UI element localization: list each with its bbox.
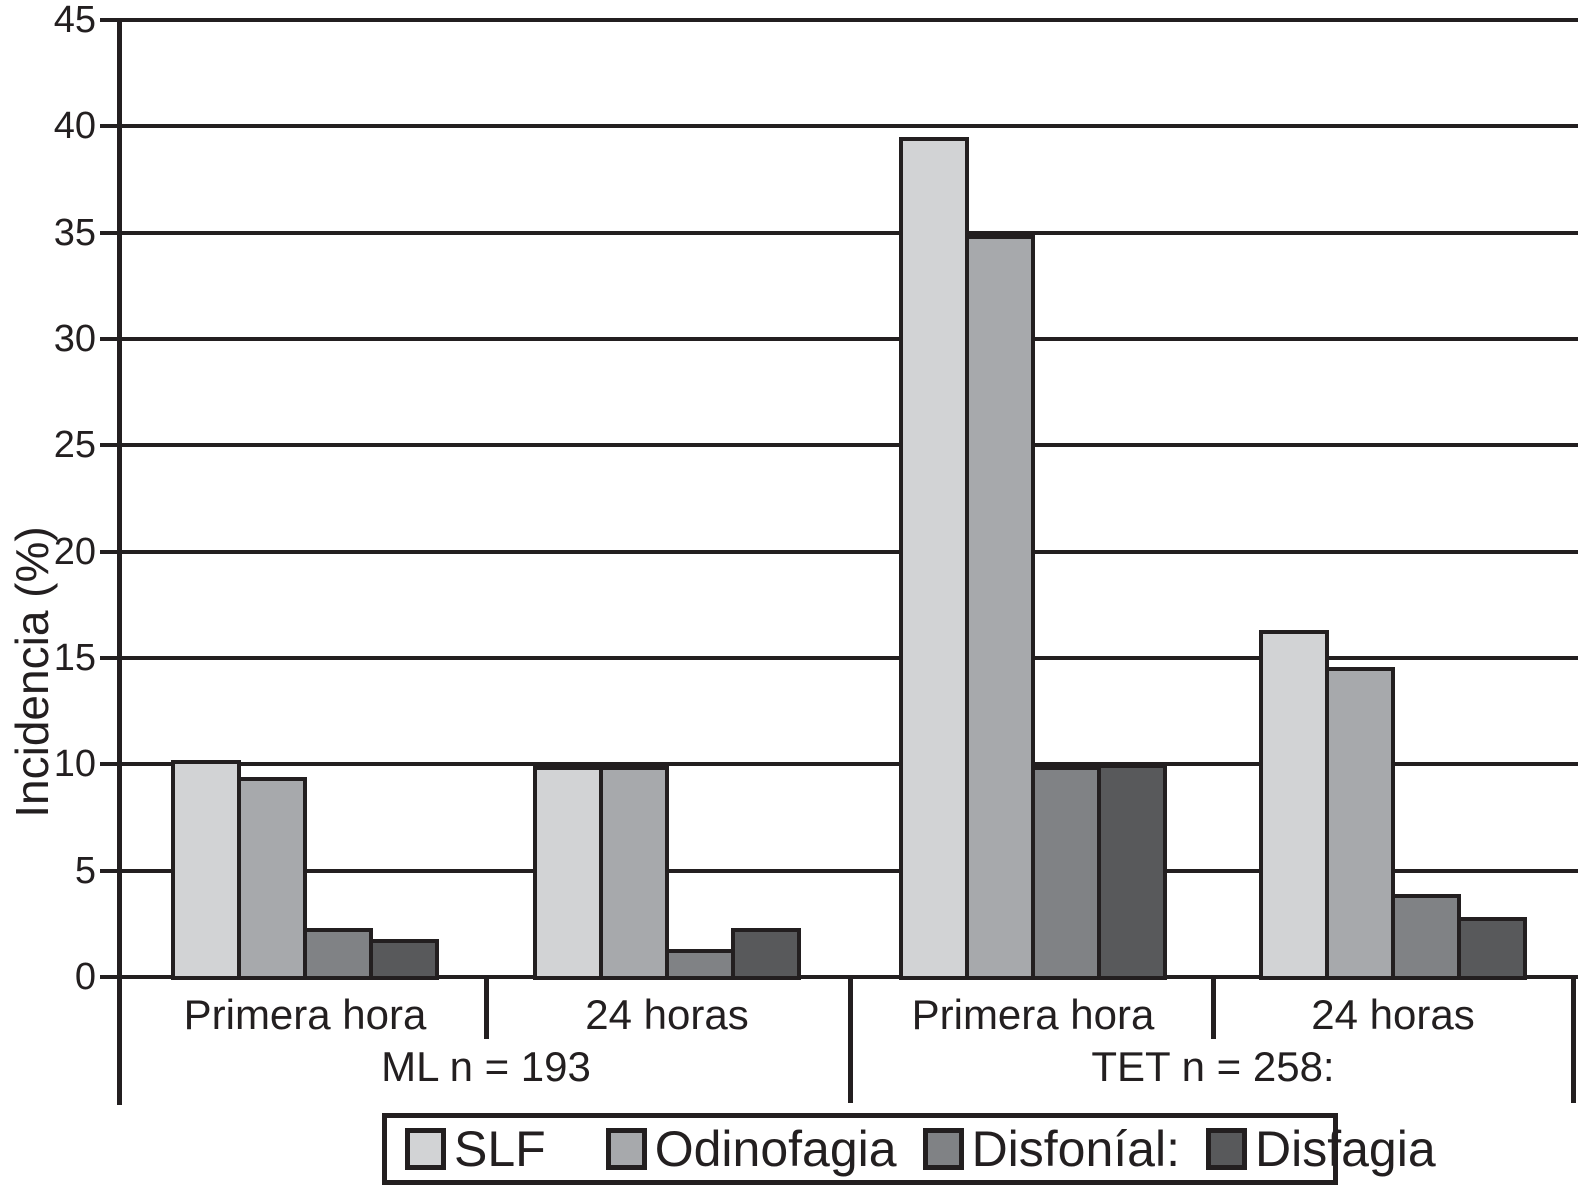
- legend-item-disfonal: Disfoníal:: [922, 1121, 1180, 1177]
- y-axis-line: [117, 20, 122, 1105]
- y-tick-label-20: 20: [53, 530, 96, 573]
- y-tick-0: [100, 975, 120, 979]
- gridline-45: [120, 18, 1578, 22]
- y-tick-30: [100, 337, 120, 341]
- bar-disfagia-group1: [731, 928, 801, 980]
- legend-item-disfagia: Disfagia: [1206, 1123, 1436, 1175]
- legend-swatch-icon: [1206, 1128, 1247, 1170]
- legend: SLF Odinofagia Disfoníal: Disfagia: [382, 1113, 1436, 1185]
- legend-label: Disfoníal:: [971, 1121, 1180, 1177]
- group-label-0: ML n = 193: [381, 1043, 591, 1090]
- category-label-1: 24 horas: [585, 991, 749, 1038]
- y-tick-label-5: 5: [74, 849, 96, 892]
- bar-odinofagia-group0: [237, 777, 307, 980]
- y-tick-10: [100, 762, 120, 767]
- bar-slf-group0: [171, 760, 241, 980]
- separator-ml-tet: [848, 977, 853, 1103]
- bar-disfonal-group1: [665, 949, 735, 980]
- bar-disfagia-group2: [1097, 764, 1167, 980]
- bar-disfagia-group0: [369, 939, 439, 980]
- bar-odinofagia-group1: [599, 766, 669, 980]
- y-tick-45: [100, 18, 120, 22]
- bar-slf-group1: [533, 766, 603, 980]
- bar-disfonal-group0: [303, 928, 373, 980]
- legend-label: Odinofagia: [654, 1121, 897, 1177]
- y-tick-label-45: 45: [53, 0, 96, 41]
- legend-label: SLF: [454, 1121, 546, 1177]
- y-tick-25: [100, 443, 120, 448]
- bar-odinofagia-group2: [965, 235, 1035, 980]
- category-label-0: Primera hora: [183, 991, 427, 1038]
- y-tick-label-10: 10: [53, 743, 96, 786]
- gridline-25: [120, 443, 1578, 448]
- legend-swatch-icon: [405, 1128, 446, 1170]
- gridline-35: [120, 230, 1578, 235]
- y-tick-label-0: 0: [74, 956, 96, 998]
- y-tick-label-30: 30: [53, 318, 96, 360]
- legend-label: Disfagia: [1255, 1121, 1436, 1177]
- gridline-10: [120, 762, 1578, 767]
- category-label-3: 24 horas: [1311, 991, 1475, 1038]
- y-tick-5: [100, 868, 120, 873]
- y-tick-label-35: 35: [53, 211, 96, 254]
- y-tick-40: [100, 124, 120, 129]
- bar-odinofagia-group3: [1325, 667, 1395, 980]
- y-tick-20: [100, 549, 120, 554]
- gridline-40: [120, 124, 1578, 129]
- legend-item-slf: SLF: [405, 1123, 546, 1175]
- y-tick-label-15: 15: [53, 637, 96, 679]
- bar-disfagia-group3: [1457, 917, 1527, 980]
- bar-disfonal-group3: [1391, 894, 1461, 980]
- tick-ml-split: [484, 977, 489, 1039]
- y-tick-label-25: 25: [53, 424, 96, 467]
- y-tick-15: [100, 656, 120, 660]
- legend-swatch-icon: [922, 1128, 964, 1170]
- group-label-1: TET n = 258:: [1091, 1043, 1335, 1090]
- gridline-20: [120, 549, 1578, 554]
- bar-slf-group3: [1259, 630, 1329, 980]
- legend-swatch-icon: [605, 1128, 647, 1170]
- y-tick-35: [100, 230, 120, 235]
- legend-item-odinofagia: Odinofagia: [605, 1121, 897, 1177]
- gridline-30: [120, 337, 1578, 341]
- bar-slf-group2: [899, 137, 969, 980]
- category-label-2: Primera hora: [911, 991, 1155, 1038]
- axis-right-end: [1571, 977, 1576, 1103]
- y-tick-label-40: 40: [53, 105, 96, 148]
- gridline-5: [120, 868, 1578, 873]
- gridline-15: [120, 656, 1578, 660]
- tick-tet-split: [1211, 977, 1216, 1039]
- bar-disfonal-group2: [1031, 766, 1101, 980]
